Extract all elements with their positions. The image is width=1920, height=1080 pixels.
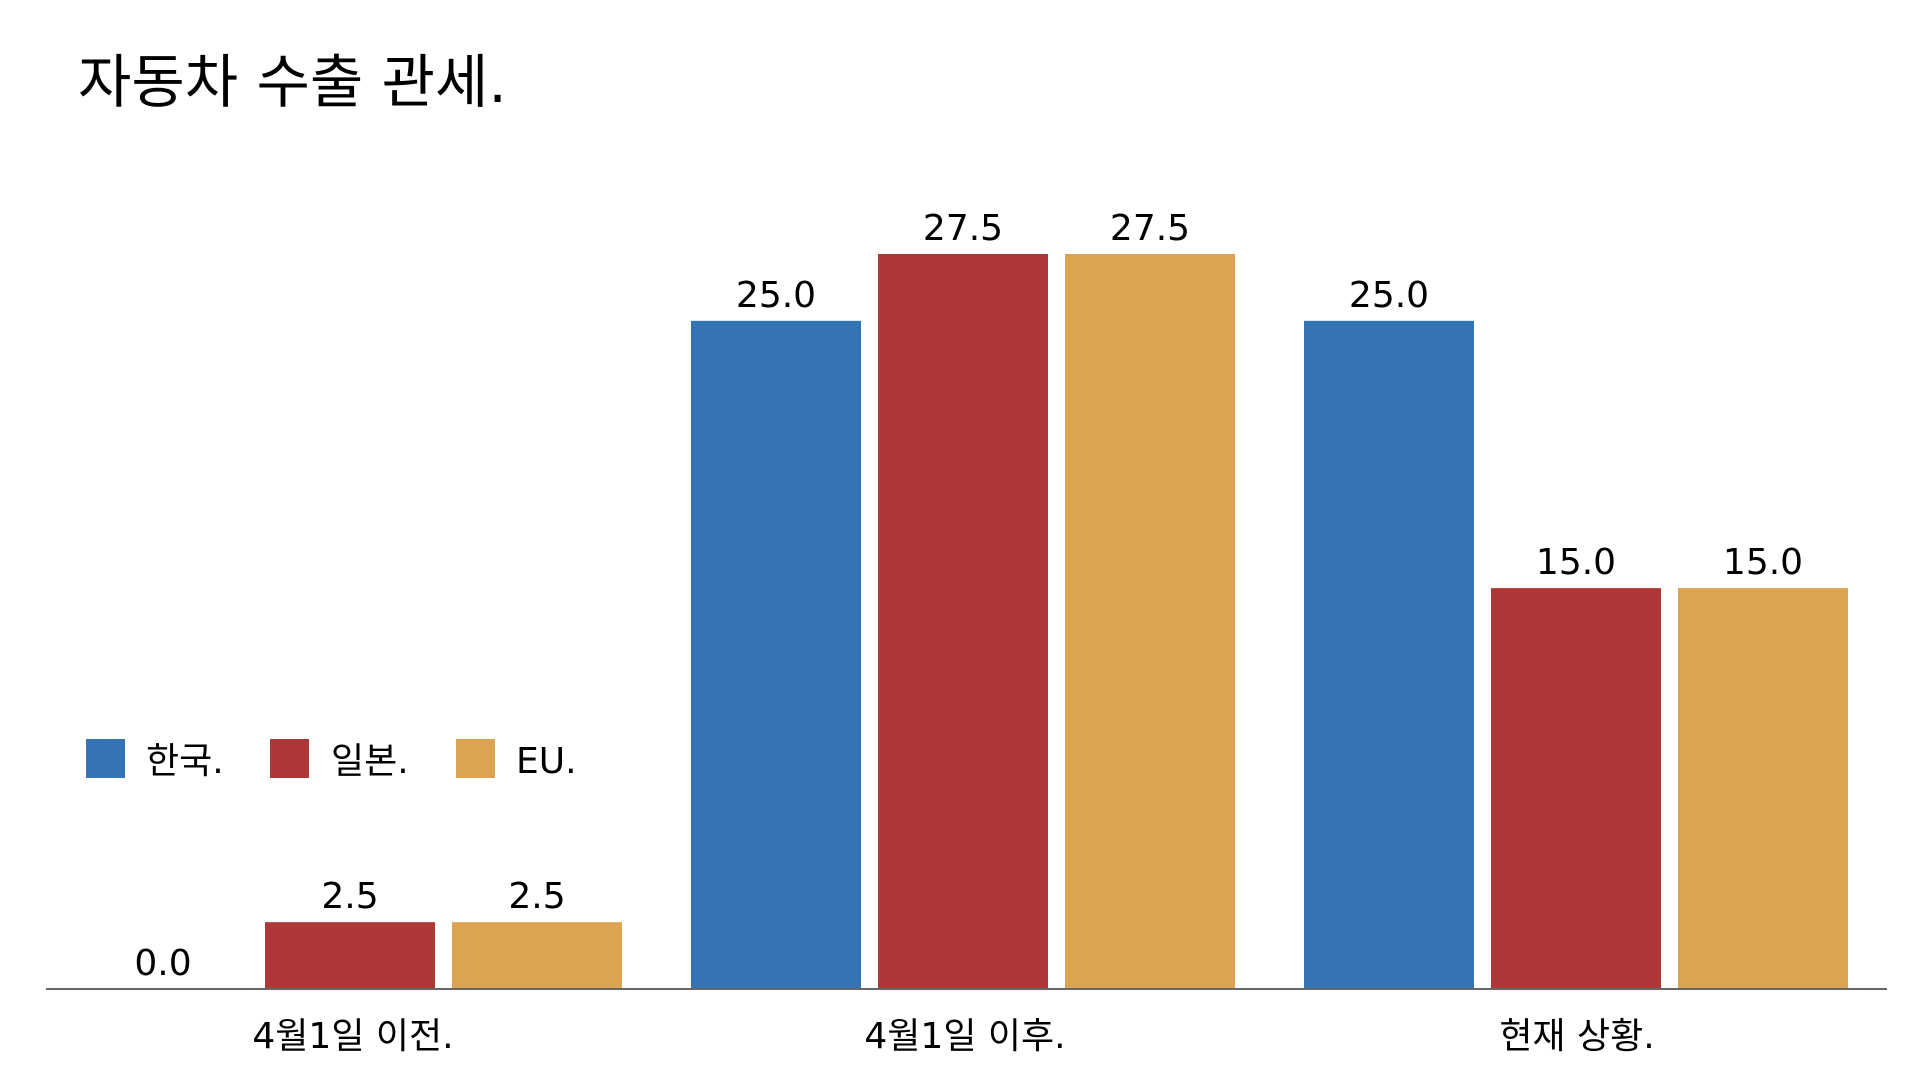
value-label-group: 0.0 2.5 2.5 25.0 27.5 27.5 25.0 15.0 15.0 — [134, 208, 1803, 984]
bar — [691, 320, 861, 989]
legend-swatch — [270, 739, 309, 778]
legend-swatch — [456, 739, 495, 778]
value-label: 25.0 — [736, 275, 816, 316]
category-label: 4월1일 이후. — [864, 1016, 1065, 1057]
bar — [878, 254, 1048, 989]
value-label: 2.5 — [508, 876, 565, 917]
value-label: 2.5 — [321, 876, 378, 917]
bar — [1304, 320, 1474, 989]
value-label: 15.0 — [1723, 542, 1803, 583]
value-label: 0.0 — [134, 943, 191, 984]
bar — [265, 922, 435, 989]
legend-swatch — [86, 739, 125, 778]
value-label: 25.0 — [1349, 275, 1429, 316]
legend-label: EU. — [516, 741, 577, 782]
category-label: 현재 상황. — [1499, 1016, 1654, 1057]
legend-label: 한국. — [146, 741, 224, 782]
legend-label: 일본. — [331, 741, 409, 782]
bar — [1678, 588, 1848, 989]
bar — [452, 922, 622, 989]
value-label: 15.0 — [1536, 542, 1616, 583]
legend: 한국. 일본. EU. — [86, 739, 577, 782]
chart-title: 자동차 수출 관세. — [78, 48, 507, 116]
value-label: 27.5 — [923, 208, 1003, 249]
value-label: 27.5 — [1110, 208, 1190, 249]
bar-group — [265, 254, 1848, 989]
bar — [1065, 254, 1235, 989]
category-label-group: 4월1일 이전. 4월1일 이후. 현재 상황. — [252, 1016, 1654, 1057]
category-label: 4월1일 이전. — [252, 1016, 453, 1057]
bar — [1491, 588, 1661, 989]
